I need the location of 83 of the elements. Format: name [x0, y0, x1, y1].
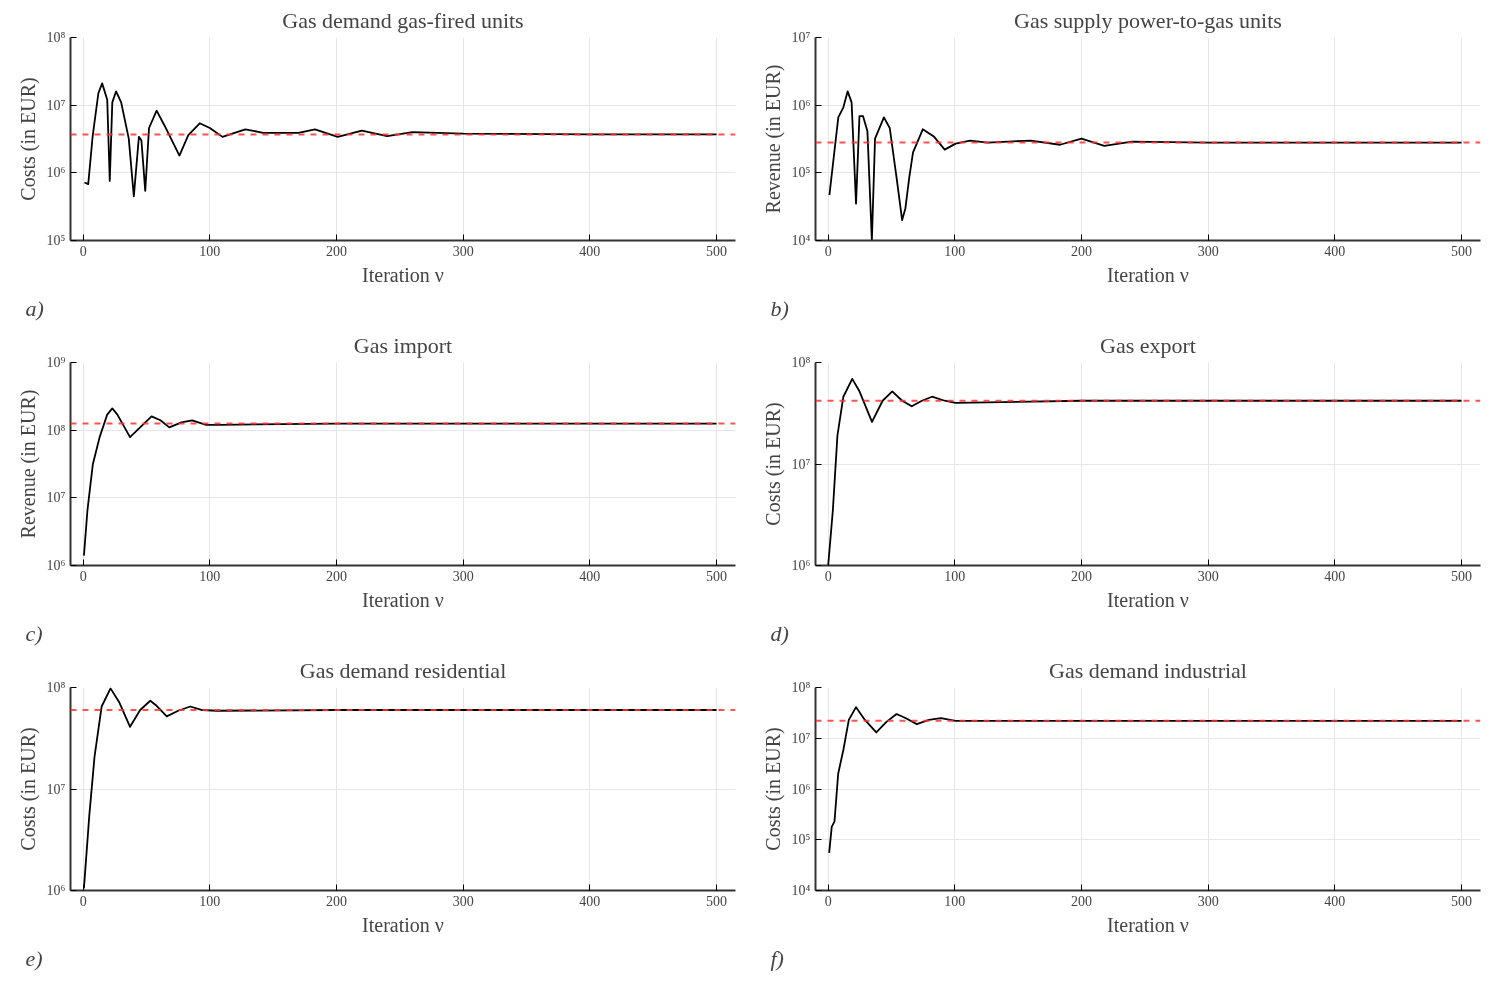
x-tick-label: 300 [452, 243, 474, 259]
x-tick-label: 0 [824, 568, 832, 584]
x-tick-label: 500 [706, 893, 727, 909]
x-tick-label: 0 [79, 568, 87, 584]
x-tick-label: 300 [1197, 243, 1219, 259]
x-tick-label: 300 [452, 893, 474, 909]
x-tick-label: 200 [326, 243, 347, 259]
y-tick-label: 10⁸ [46, 422, 66, 438]
y-axis-title: Costs (in EUR) [761, 402, 785, 526]
y-axis-title: Costs (in EUR) [16, 77, 40, 201]
y-tick-label: 10⁵ [791, 165, 811, 181]
x-tick-label: 300 [1197, 893, 1219, 909]
x-axis-title: Iteration ν [362, 588, 444, 611]
x-axis-title: Iteration ν [362, 263, 444, 286]
chart-title: Gas export [1100, 332, 1196, 358]
x-tick-label: 100 [199, 568, 221, 584]
x-tick-label: 0 [824, 243, 832, 259]
x-axis-title: Iteration ν [1107, 913, 1189, 936]
x-tick-label: 100 [944, 568, 966, 584]
y-tick-label: 10⁶ [791, 558, 811, 573]
x-tick-label: 500 [1451, 893, 1472, 909]
x-tick-label: 0 [824, 893, 832, 909]
x-tick-label: 500 [1451, 568, 1472, 584]
x-tick-label: 0 [79, 893, 87, 909]
x-tick-label: 400 [1324, 893, 1346, 909]
x-tick-label: 100 [199, 243, 221, 259]
chart-title: Gas demand gas-fired units [282, 7, 524, 33]
x-tick-label: 400 [579, 568, 601, 584]
x-tick-label: 400 [1324, 568, 1346, 584]
x-tick-label: 200 [326, 568, 347, 584]
y-tick-label: 10⁶ [791, 97, 811, 113]
x-tick-label: 500 [706, 568, 727, 584]
y-tick-label: 10⁶ [46, 883, 66, 898]
y-tick-label: 10⁸ [791, 680, 811, 695]
chart-title: Gas demand residential [299, 657, 507, 683]
text: b) [770, 295, 789, 321]
text: f) [770, 945, 784, 971]
y-tick-label: 10⁵ [791, 832, 811, 848]
x-tick-label: 500 [1451, 243, 1472, 259]
x-axis-title: Iteration ν [362, 913, 444, 936]
x-tick-label: 500 [706, 243, 727, 259]
y-tick-label: 10⁸ [46, 680, 66, 695]
x-axis-title: Iteration ν [1107, 588, 1189, 611]
text: e) [25, 945, 43, 971]
x-tick-label: 200 [1071, 893, 1092, 909]
chart-title: Gas supply power-to-gas units [1014, 7, 1282, 33]
y-tick-label: 10⁵ [46, 233, 66, 248]
y-tick-label: 10⁷ [46, 97, 66, 113]
y-tick-label: 10⁶ [46, 165, 66, 181]
y-axis-title: Revenue (in EUR) [761, 64, 785, 214]
x-tick-label: 400 [579, 243, 601, 259]
y-tick-label: 10⁷ [791, 30, 811, 45]
text: d) [770, 620, 789, 646]
chart-title: Gas demand industrial [1049, 657, 1247, 683]
x-tick-label: 300 [452, 568, 474, 584]
x-tick-label: 200 [1071, 243, 1092, 259]
x-tick-label: 100 [199, 893, 221, 909]
x-tick-label: 200 [1071, 568, 1092, 584]
x-tick-label: 400 [579, 893, 601, 909]
x-tick-label: 100 [944, 243, 966, 259]
text: c) [25, 620, 43, 646]
y-tick-label: 10⁹ [46, 355, 66, 370]
y-tick-label: 10⁷ [791, 730, 811, 746]
y-tick-label: 10⁷ [46, 490, 66, 506]
y-tick-label: 10⁴ [791, 233, 811, 248]
y-axis-title: Revenue (in EUR) [16, 389, 40, 539]
y-axis-title: Costs (in EUR) [16, 727, 40, 851]
text: a) [25, 295, 44, 321]
y-tick-label: 10⁷ [46, 781, 66, 797]
x-tick-label: 100 [944, 893, 966, 909]
y-tick-label: 10⁸ [791, 355, 811, 370]
x-tick-label: 0 [79, 243, 87, 259]
y-tick-label: 10⁶ [791, 781, 811, 797]
x-tick-label: 300 [1197, 568, 1219, 584]
x-tick-label: 200 [326, 893, 347, 909]
x-axis-title: Iteration ν [1107, 263, 1189, 286]
y-tick-label: 10⁸ [46, 30, 66, 45]
x-tick-label: 400 [1324, 243, 1346, 259]
y-axis-title: Costs (in EUR) [761, 727, 785, 851]
y-tick-label: 10⁶ [46, 558, 66, 573]
y-tick-label: 10⁷ [791, 456, 811, 472]
chart-title: Gas import [353, 332, 453, 358]
y-tick-label: 10⁴ [791, 883, 811, 898]
